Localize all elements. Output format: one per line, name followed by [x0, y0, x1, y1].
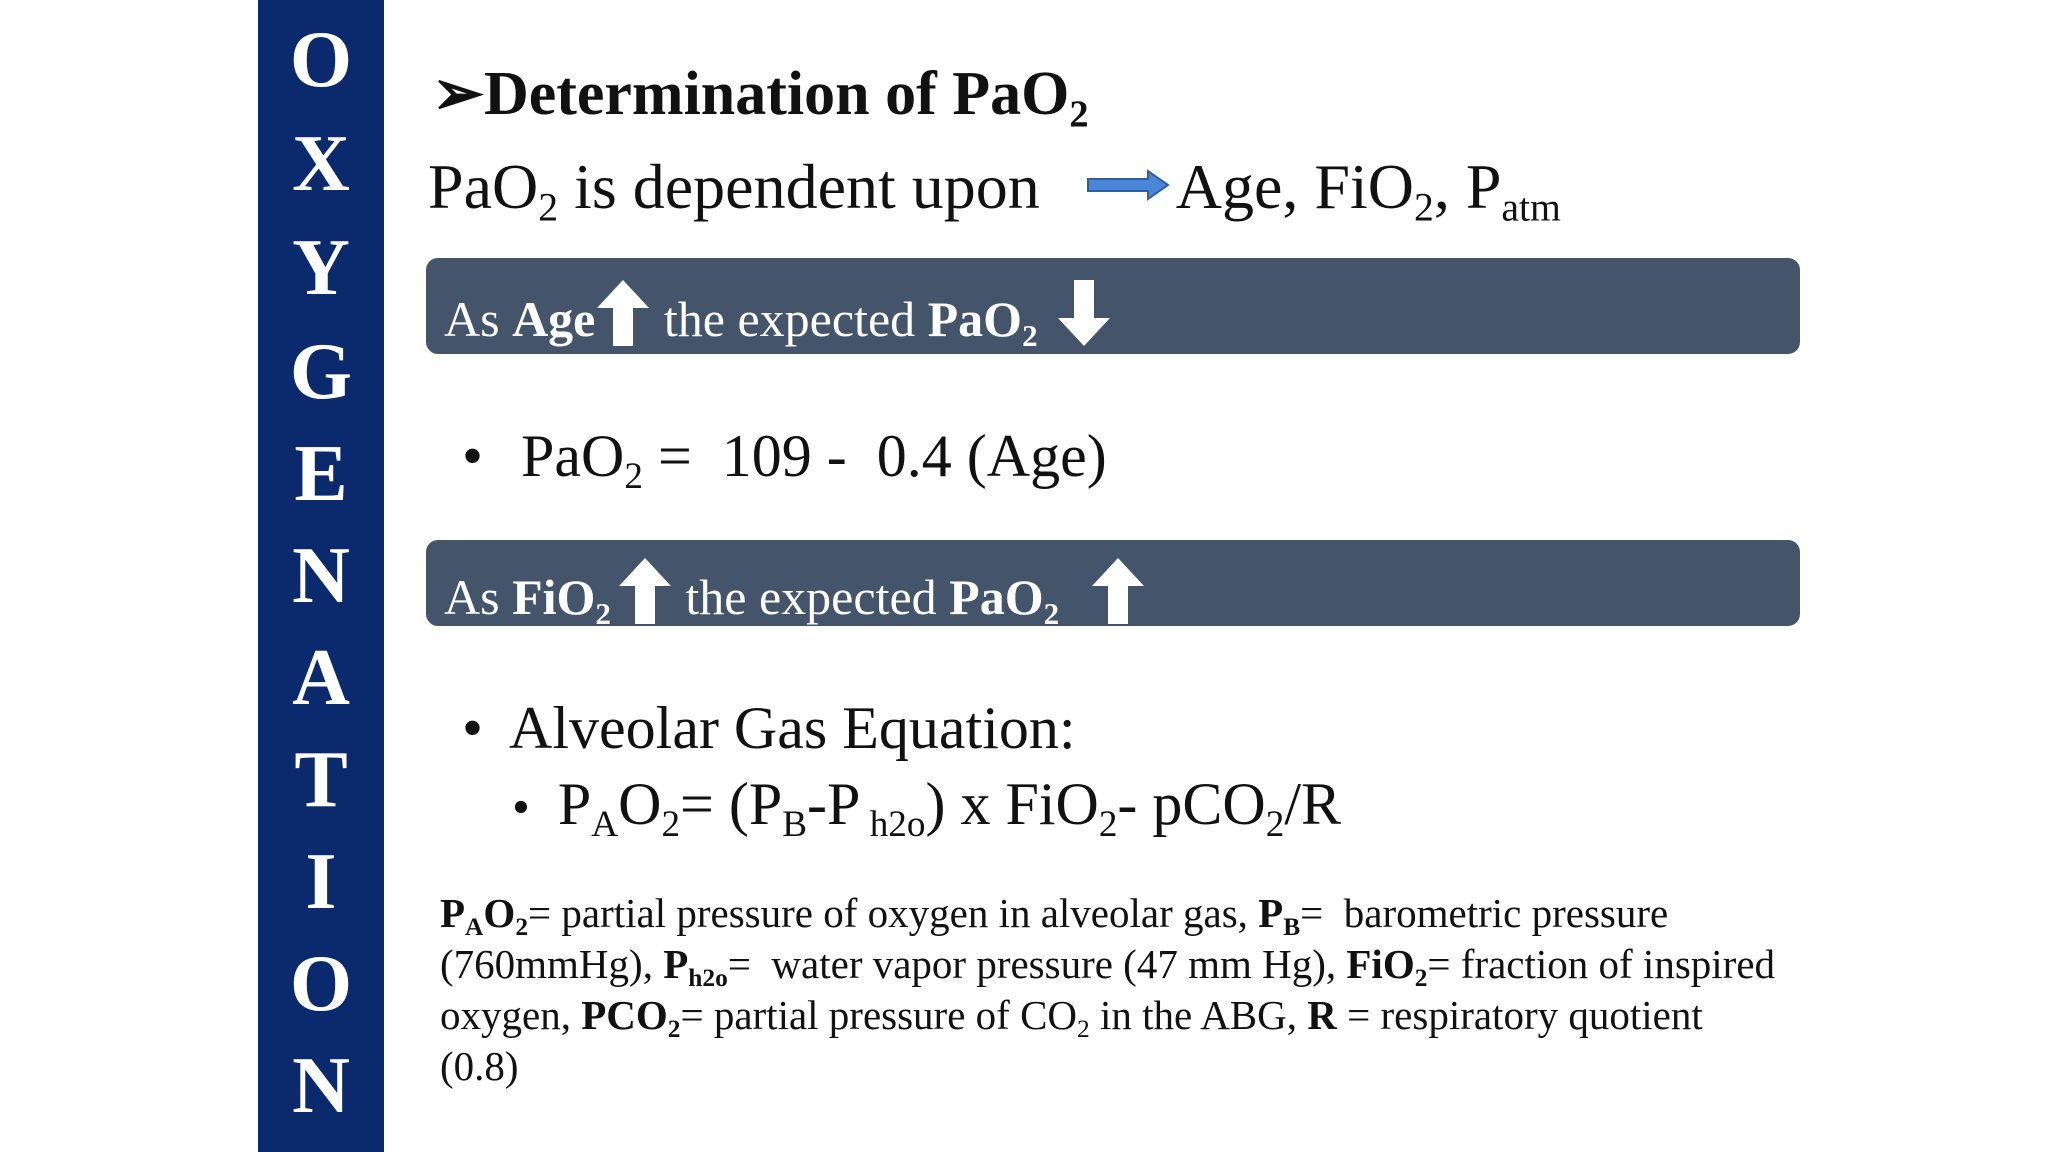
title-marker: ➢ [432, 60, 484, 128]
title-text: Determination of PaO [483, 60, 1070, 128]
def-sub: 2 [667, 1015, 681, 1044]
def-term: R [1307, 992, 1337, 1038]
alveolar-heading: • Alveolar Gas Equation: [462, 694, 1076, 763]
dep-rhs-rest: , P [1433, 151, 1502, 222]
sidebar-letter: Y [292, 224, 350, 312]
def-term: P [663, 941, 689, 987]
age-callout-bar: As Age the expected PaO2 [426, 258, 1800, 354]
right-arrow-icon [1086, 169, 1170, 201]
sub-bullet: • [512, 780, 530, 836]
def-sub: B [1283, 913, 1301, 942]
dep-lhs: PaO [428, 151, 539, 222]
def-sub: A [465, 913, 484, 942]
dep-rhs-sub: 2 [1413, 185, 1434, 230]
sidebar-letter: O [289, 16, 353, 104]
def-term: FiO [1346, 941, 1415, 987]
eq-part: /R [1284, 771, 1342, 837]
eq-sub: 2 [661, 803, 681, 845]
dep-lhs-rest: is dependent upon [558, 151, 1040, 222]
fio2-callout-bar: As FiO2 the expected PaO2 [426, 540, 1800, 629]
bar-fio2-var-sub: 2 [595, 595, 611, 631]
sidebar-letter: A [292, 634, 350, 722]
sidebar-letter: E [294, 430, 348, 518]
bullet: • [462, 695, 484, 761]
bar-fio2-res: PaO [949, 569, 1044, 625]
dep-rhs-sub2: atm [1501, 185, 1561, 230]
bar-age-var: Age [512, 291, 596, 347]
up-arrow-icon [597, 280, 650, 346]
def-term: PCO [581, 992, 668, 1038]
bar-age-res: PaO [927, 291, 1023, 347]
def-text: = barometric pressure (760mmHg), [440, 890, 1679, 987]
formula-lhs-sub: 2 [624, 455, 643, 497]
sidebar-letter: I [305, 838, 337, 926]
up-arrow-icon [618, 558, 671, 624]
bar-fio2-as: As [444, 569, 513, 625]
dependency-line: PaO2 is dependent upon Age, FiO2, Patm [428, 150, 1561, 228]
eq-sub: A [591, 803, 619, 845]
pao2-age-formula: • PaO2 = 109 - 0.4 (Age) [462, 422, 1107, 495]
sidebar-letter: N [292, 532, 350, 620]
def-text: = partial pressure of CO [680, 992, 1078, 1038]
eq-part: ) x FiO [925, 771, 1099, 837]
def-text: in the ABG, [1089, 992, 1308, 1038]
def-term: P [440, 890, 466, 936]
def-sub: h2o [688, 964, 728, 993]
def-sub: 2 [515, 913, 529, 942]
eq-part: = (P [680, 771, 783, 837]
bar-age-res-sub: 2 [1022, 317, 1038, 353]
formula-lhs: PaO [521, 423, 625, 489]
sidebar-letter: T [294, 736, 348, 824]
eq-part: P [557, 771, 592, 837]
formula-rest: = 109 - 0.4 (Age) [642, 423, 1107, 489]
bar-fio2-mid: the expected [672, 569, 950, 625]
dep-lhs-sub: 2 [538, 185, 559, 230]
def-text: = respiratory quotient (0.8) [440, 992, 1703, 1089]
sidebar-letter: X [292, 120, 350, 208]
bar-fio2-var: FiO [512, 569, 596, 625]
sidebar-letter: G [289, 328, 353, 416]
def-sub: 2 [1414, 964, 1428, 993]
def-text: = partial pressure of oxygen in alveolar… [528, 890, 1259, 936]
alveolar-heading-text: Alveolar Gas Equation: [509, 695, 1076, 761]
bullet: • [462, 423, 484, 489]
eq-sub: 2 [1098, 803, 1118, 845]
alveolar-equation: • PAO2= (PB-P h2o) x FiO2- pCO2/R [512, 770, 1342, 843]
sidebar-letter: N [292, 1042, 350, 1130]
eq-sub: h2o [860, 803, 926, 845]
def-sub: 2 [1077, 1015, 1090, 1044]
eq-sub: 2 [1265, 803, 1285, 845]
definitions-paragraph: PAO2= partial pressure of oxygen in alve… [440, 888, 1780, 1092]
eq-part: O [618, 771, 662, 837]
bar-age-as: As [444, 291, 513, 347]
bar-age-mid: the expected [651, 291, 928, 347]
title-sub: 2 [1069, 93, 1089, 136]
down-arrow-icon [1058, 280, 1111, 346]
slide-title: ➢Determination of PaO2 [432, 56, 1089, 134]
vertical-title-sidebar: O X Y G E N A T I O N [258, 0, 384, 1152]
up-arrow-icon [1091, 558, 1144, 624]
def-text: = fraction of inspired oxygen, [440, 941, 1776, 1038]
def-text: = water vapor pressure (47 mm Hg), [727, 941, 1347, 987]
bar-fio2-res-sub: 2 [1043, 595, 1060, 631]
eq-sub: B [782, 803, 808, 845]
dep-rhs: Age, FiO [1175, 151, 1414, 222]
eq-part: - pCO [1117, 771, 1266, 837]
def-term: P [1258, 890, 1284, 936]
sidebar-letter: O [289, 940, 353, 1028]
eq-part: -P [807, 771, 861, 837]
def-term: O [483, 890, 516, 936]
